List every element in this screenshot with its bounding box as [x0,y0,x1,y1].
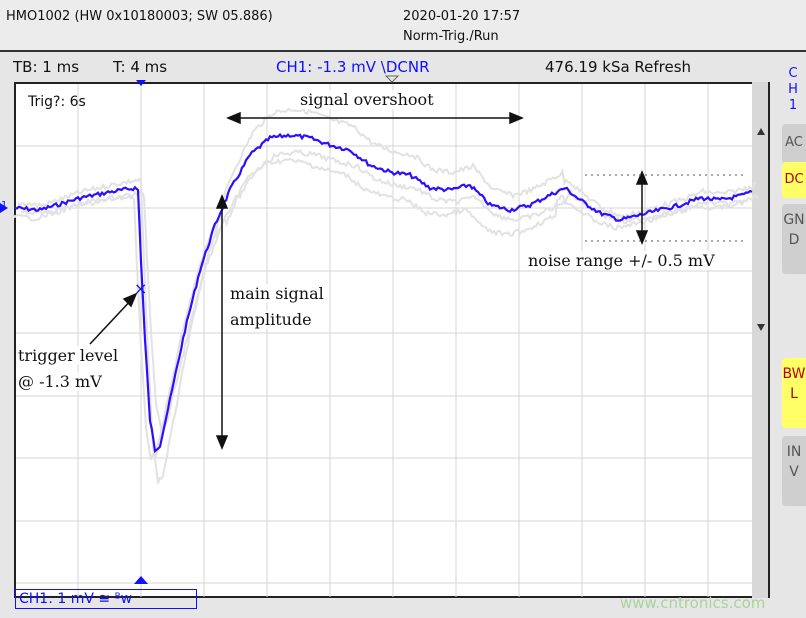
noise-label: noise range +/- 0.5 mV [528,251,715,270]
persistence-trace [10,157,749,461]
trigger-label-2: @ -1.3 mV [18,372,102,391]
trigger-time[interactable]: T: 4 ms [113,58,168,76]
channel-marker: 1 [1,200,8,211]
amplitude-label-1: main signal [230,284,324,303]
scroll-down-arrow [757,324,765,331]
trigger-status: Trig?: 6s [28,94,86,110]
watermark: www.cntronics.com [620,594,766,612]
scroll-up-arrow [757,128,765,135]
ch1-scale-box[interactable]: CH1: 1 mV ≅ ᴮw [15,589,197,609]
title-bar: HMO1002 (HW 0x10180003; SW 05.886) 2020-… [0,0,806,52]
trigger-mode: Norm-Trig./Run [403,29,499,44]
timebase[interactable]: TB: 1 ms [13,58,80,76]
vertical-scrollbar[interactable] [752,82,768,598]
overshoot-label: signal overshoot [300,90,434,109]
datetime: 2020-01-20 17:57 [403,9,521,24]
inv-button[interactable]: INV [782,436,806,506]
trigger-label-1: trigger level [18,346,119,365]
bwl-button[interactable]: BWL [782,358,806,428]
trigger-level-marker [384,75,400,83]
persistence-traces [10,106,759,484]
amplitude-label-2: amplitude [230,310,312,329]
device-info: HMO1002 (HW 0x10180003; SW 05.886) [6,9,273,24]
annotation-arrows [89,111,649,450]
grid [16,84,752,597]
noise-range-lines [585,174,745,242]
channel-label: CH1 [788,66,798,113]
trigger-position-marker [134,576,148,584]
trigger-point-marker: × [134,279,147,298]
persistence-trace [20,148,759,432]
gnd-button[interactable]: GND [782,204,806,274]
persistence-trace [17,106,756,484]
trigger-info[interactable]: CH1: -1.3 mV \DCNR [276,58,430,76]
ac-coupling-button[interactable]: AC [782,124,806,164]
channel-1-offset-marker [0,203,8,213]
sample-rate: 476.19 kSa Refresh [545,58,692,76]
dc-coupling-button[interactable]: DC [782,162,806,198]
trigger-time-marker [136,80,146,86]
ch1-trace [14,132,753,454]
